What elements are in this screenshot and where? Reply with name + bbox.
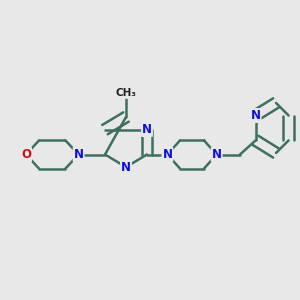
Text: N: N bbox=[121, 160, 131, 174]
Text: N: N bbox=[74, 148, 84, 161]
Text: N: N bbox=[212, 148, 222, 161]
Text: N: N bbox=[142, 123, 152, 136]
Text: O: O bbox=[21, 148, 31, 161]
Text: CH₃: CH₃ bbox=[116, 88, 136, 98]
Text: N: N bbox=[250, 109, 261, 122]
Text: N: N bbox=[162, 148, 172, 161]
